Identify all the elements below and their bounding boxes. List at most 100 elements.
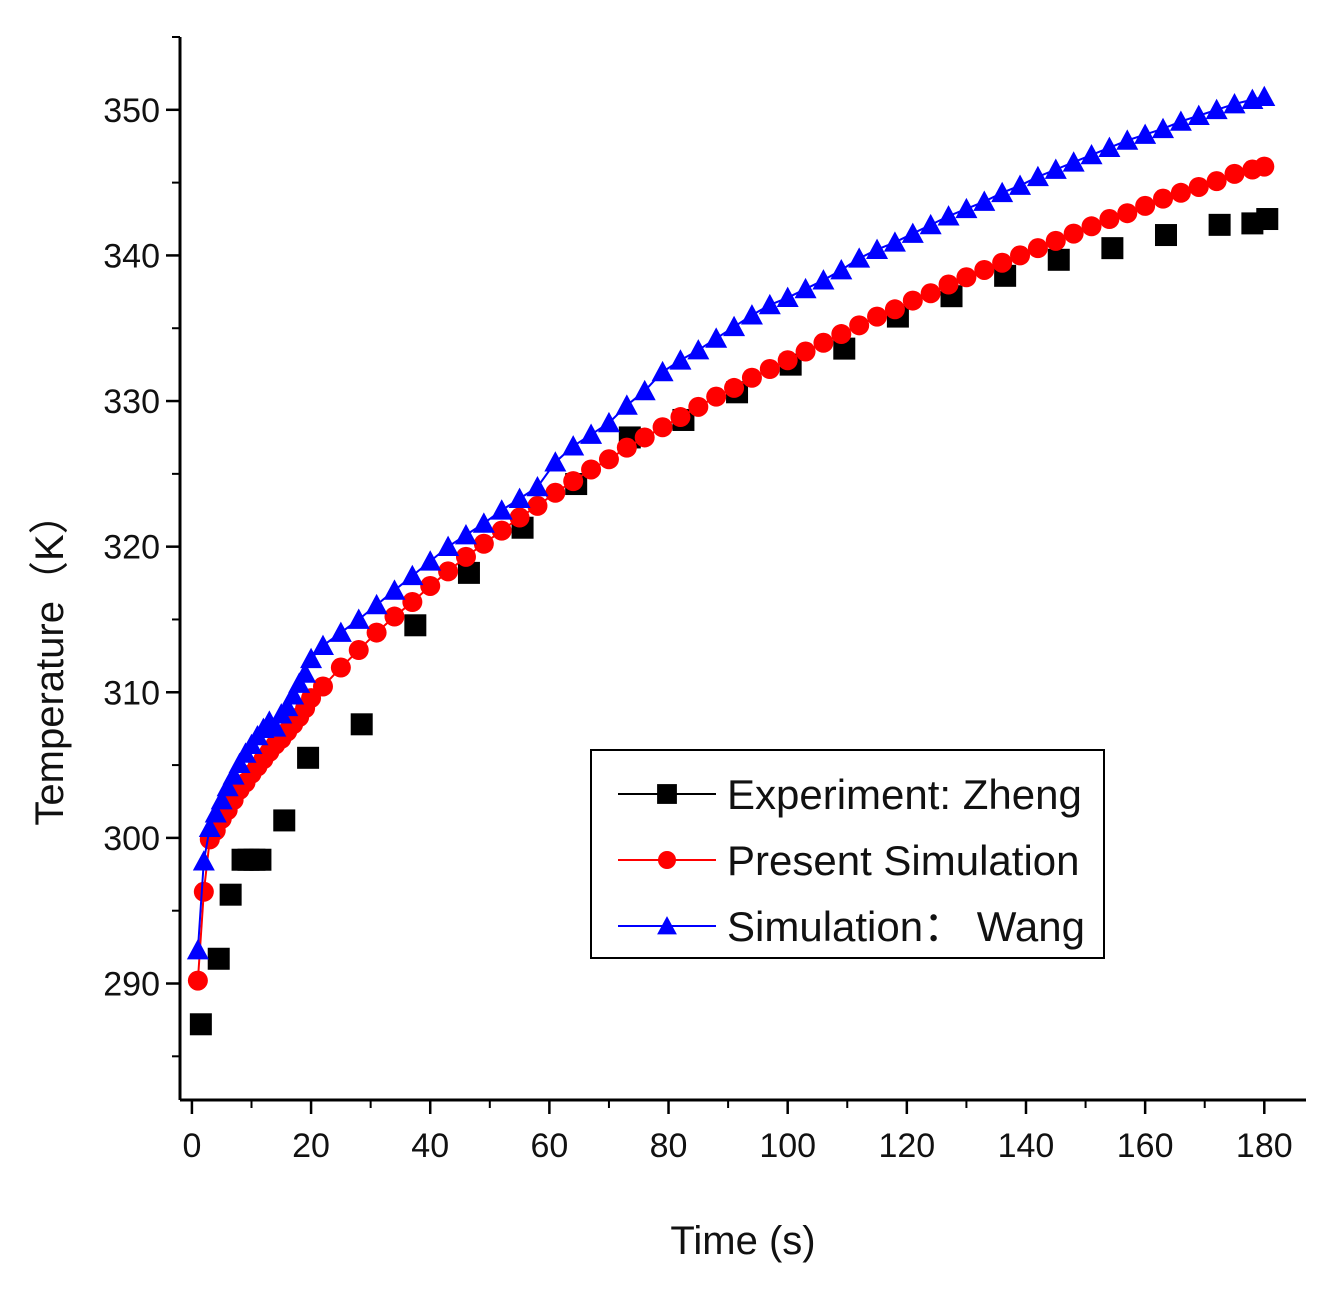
data-point xyxy=(866,238,889,259)
data-point xyxy=(831,324,852,345)
data-point xyxy=(437,535,460,557)
data-point xyxy=(228,752,251,773)
data-point xyxy=(1154,224,1177,247)
y-tick-label: 330 xyxy=(103,383,160,421)
data-point xyxy=(1117,203,1138,224)
data-point xyxy=(795,341,816,362)
data-point xyxy=(420,575,441,596)
data-point xyxy=(1101,237,1124,260)
data-point xyxy=(580,423,603,444)
data-point xyxy=(1224,163,1245,184)
x-tick-label: 140 xyxy=(998,1127,1055,1165)
data-point xyxy=(563,471,584,492)
y-tick-label: 340 xyxy=(103,237,160,275)
data-point xyxy=(404,614,427,637)
data-point xyxy=(282,684,305,705)
data-point xyxy=(759,359,780,380)
data-point xyxy=(348,640,369,661)
data-point xyxy=(311,634,334,656)
data-point xyxy=(1169,110,1192,131)
data-point xyxy=(216,775,239,797)
data-point xyxy=(1187,104,1210,125)
data-point xyxy=(490,499,513,520)
data-point xyxy=(849,315,870,336)
data-point xyxy=(219,883,242,906)
data-point xyxy=(294,662,317,683)
data-point xyxy=(884,299,905,320)
data-point xyxy=(705,327,728,348)
data-point xyxy=(192,850,215,871)
data-point xyxy=(222,764,245,785)
data-point xyxy=(1044,158,1067,179)
data-point xyxy=(264,716,287,737)
legend-label: Experiment: Zheng xyxy=(727,771,1082,818)
data-point xyxy=(1135,195,1156,216)
legend: Experiment: Zheng Present Simulation Simul… xyxy=(590,749,1105,959)
series-1 xyxy=(189,208,1279,1036)
data-point xyxy=(581,459,602,480)
data-point xyxy=(545,482,566,503)
data-point xyxy=(457,561,480,584)
data-point xyxy=(383,579,406,600)
data-point xyxy=(508,487,531,508)
data-point xyxy=(901,222,924,243)
data-point xyxy=(1027,238,1048,259)
data-point xyxy=(812,269,835,290)
data-point xyxy=(455,546,476,567)
data-point xyxy=(297,746,320,769)
data-point xyxy=(491,520,512,541)
data-point xyxy=(1009,174,1032,195)
data-point xyxy=(288,672,311,693)
data-point xyxy=(670,407,691,428)
data-point xyxy=(249,848,272,871)
data-point xyxy=(1099,209,1120,230)
data-point xyxy=(1188,176,1209,197)
data-point xyxy=(204,802,227,823)
data-point xyxy=(669,349,692,370)
data-point xyxy=(688,396,709,417)
data-point xyxy=(366,622,387,643)
data-point xyxy=(937,205,960,226)
data-point xyxy=(330,657,351,678)
data-point xyxy=(1205,98,1228,120)
data-point xyxy=(347,608,370,629)
data-point xyxy=(1062,151,1085,172)
x-tick-label: 180 xyxy=(1236,1127,1293,1165)
series-layer xyxy=(186,85,1279,1036)
data-point xyxy=(634,427,655,448)
data-point xyxy=(384,606,405,627)
data-point xyxy=(187,970,208,991)
data-point xyxy=(1152,117,1175,139)
data-point xyxy=(1134,123,1157,144)
data-point xyxy=(616,437,637,458)
data-point xyxy=(207,947,230,970)
x-tick-label: 40 xyxy=(411,1127,449,1165)
y-tick-label: 320 xyxy=(103,529,160,567)
data-point xyxy=(991,181,1014,203)
data-point xyxy=(883,231,906,252)
y-tick-label: 300 xyxy=(103,820,160,858)
data-point xyxy=(867,306,888,327)
data-point xyxy=(758,293,781,315)
data-point xyxy=(527,495,548,516)
data-point xyxy=(438,561,459,582)
data-point xyxy=(902,290,923,311)
data-point xyxy=(777,350,798,371)
y-axis-title: Temperature（K） xyxy=(28,494,72,825)
data-point xyxy=(350,713,373,736)
series-3 xyxy=(186,85,1276,960)
data-point xyxy=(544,451,567,472)
data-point xyxy=(526,475,549,497)
data-point xyxy=(329,621,352,642)
legend-entry-1: Experiment: Zheng xyxy=(618,771,1082,818)
legend-label: Simulation： Wang xyxy=(727,903,1085,950)
legend-entry-3: Simulation： Wang xyxy=(618,903,1085,950)
data-point xyxy=(473,533,494,554)
data-point xyxy=(1116,129,1139,150)
y-tick-label: 290 xyxy=(103,966,160,1004)
data-point xyxy=(312,676,333,697)
data-point xyxy=(365,593,388,615)
data-point xyxy=(1208,213,1231,236)
data-point xyxy=(776,286,799,308)
